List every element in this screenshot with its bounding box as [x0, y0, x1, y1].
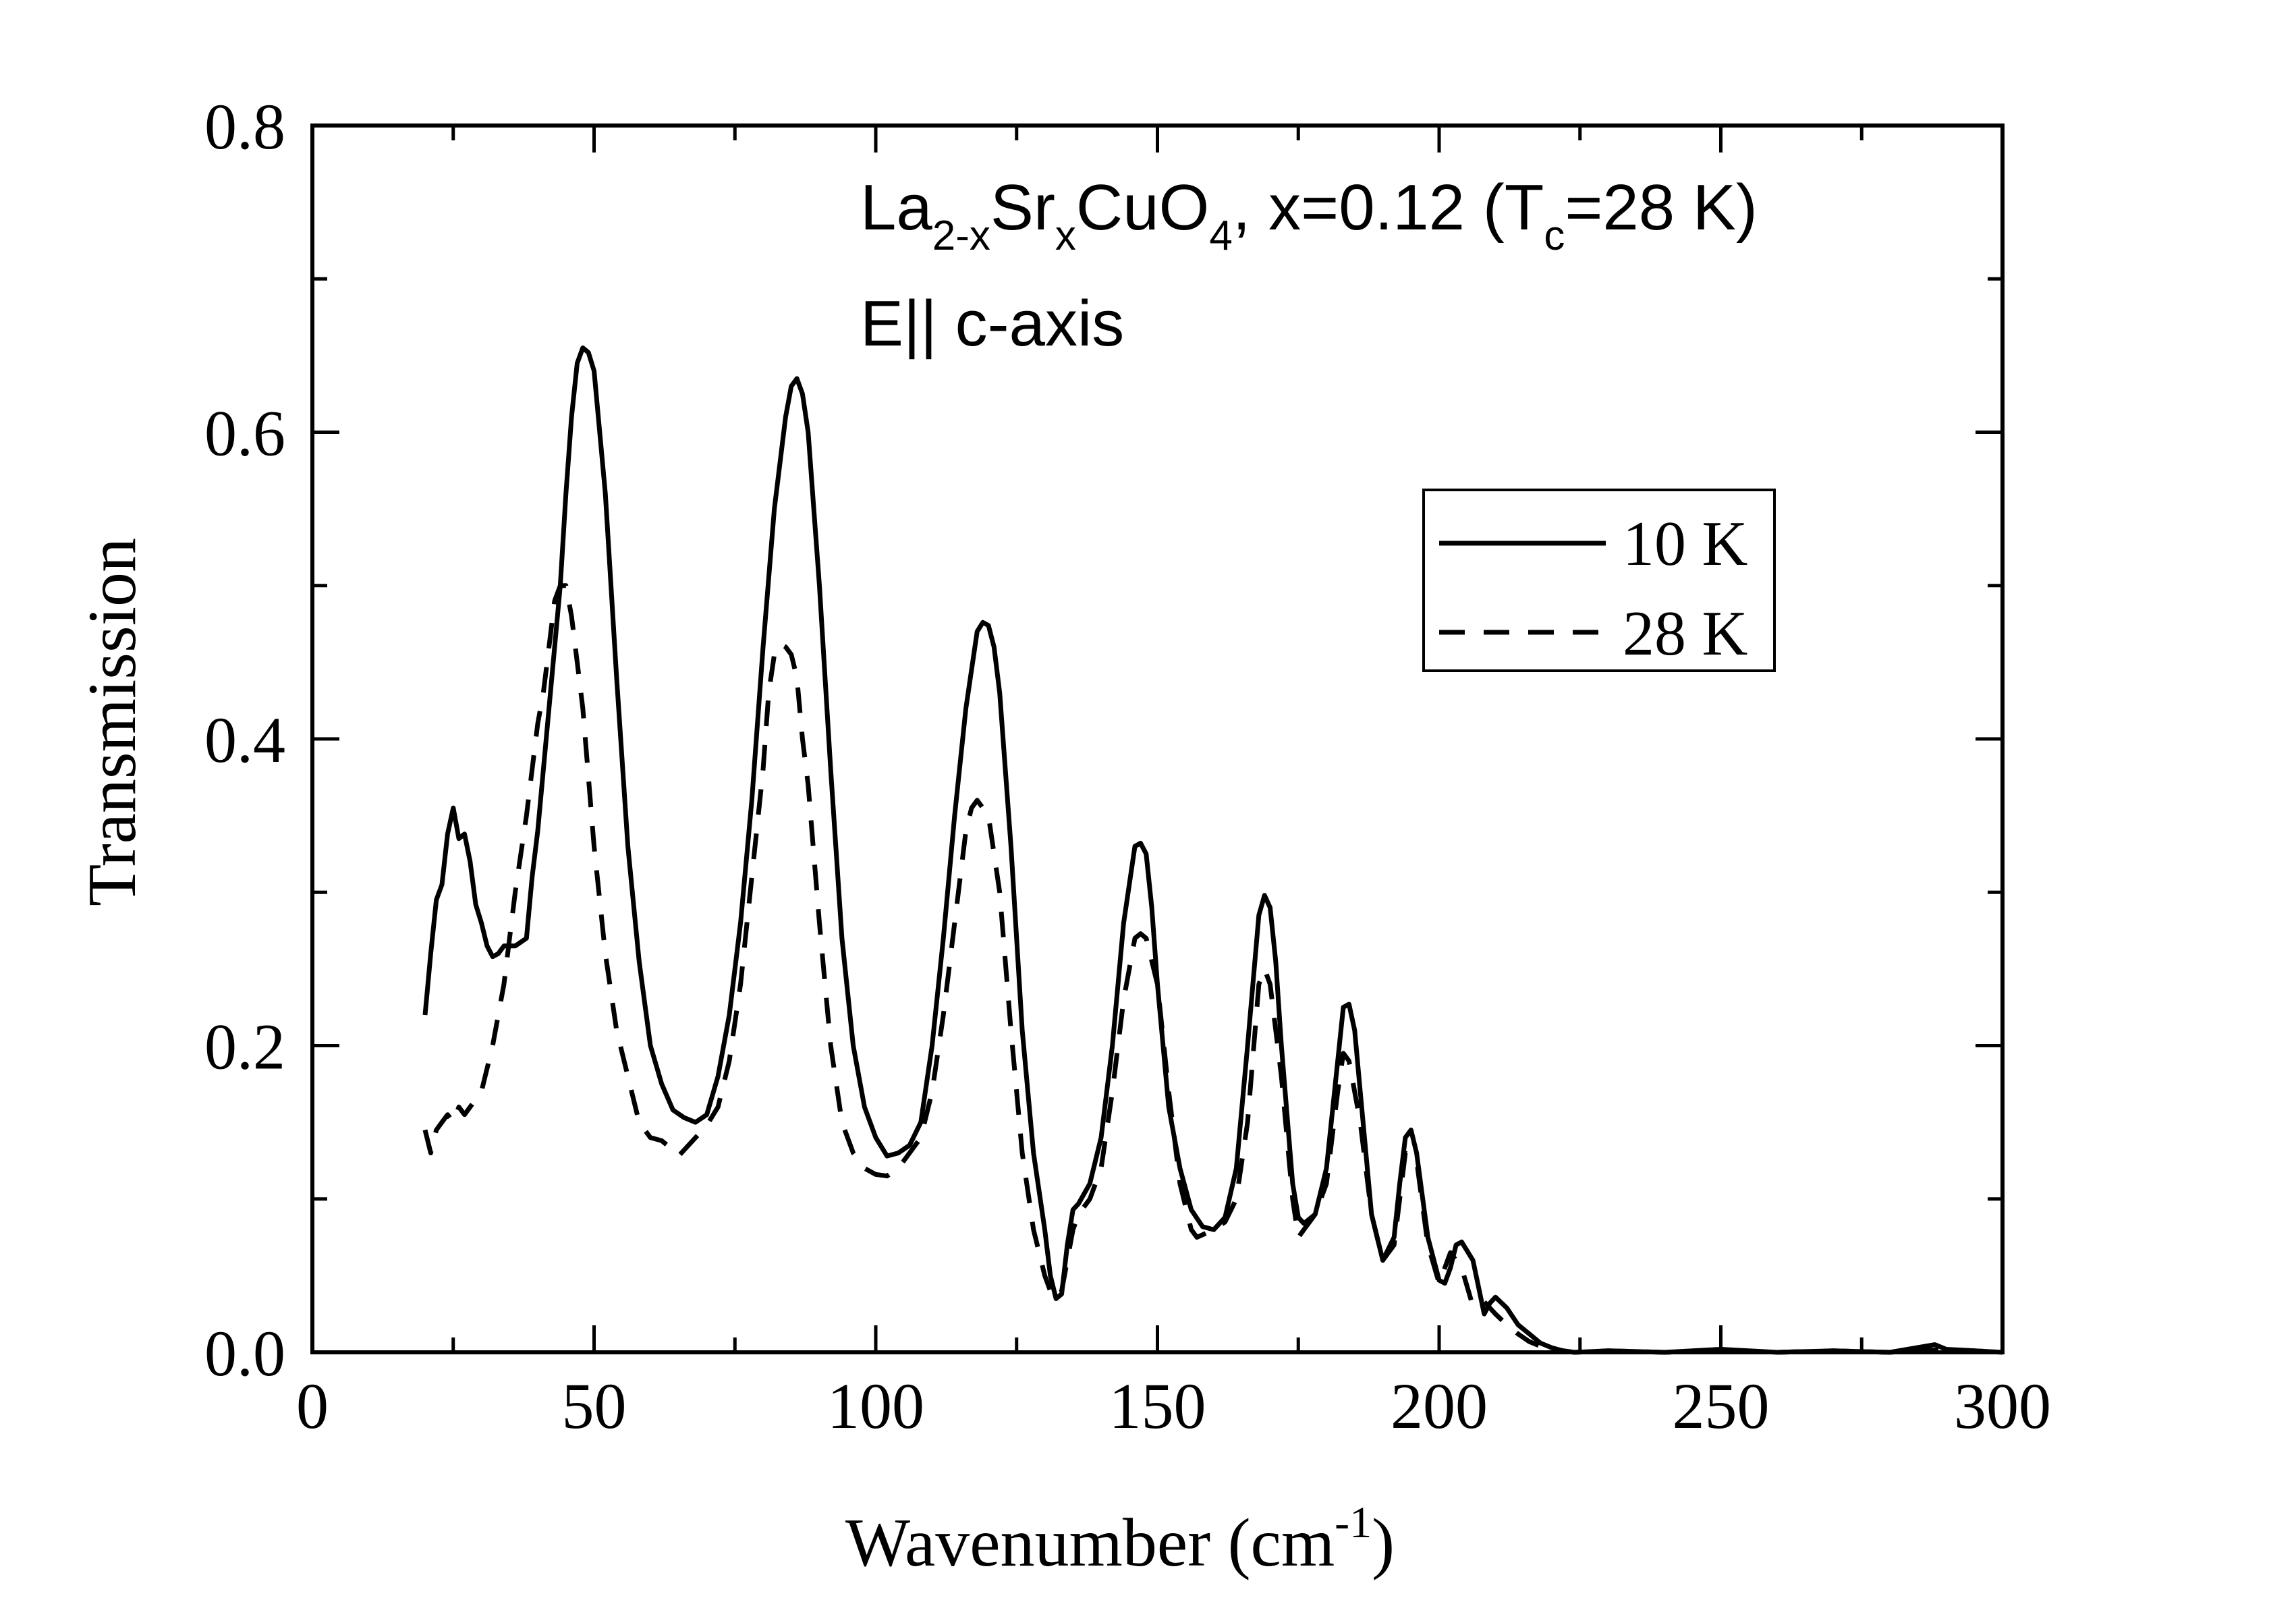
title-subscript: 2-x: [932, 213, 990, 259]
axis-ticks: [310, 123, 2005, 1354]
x-tick-label: 300: [1954, 1370, 2051, 1442]
title-text: =28 K): [1565, 171, 1758, 244]
title-subscript: c: [1544, 213, 1565, 259]
axis-tick-labels: 0 50 100 150 200 250 300 0.0 0.2 0.4 0.6 0.8: [204, 90, 2051, 1442]
legend-label-28k: 28 K: [1623, 599, 1747, 669]
series-line-10k: [422, 346, 2003, 1355]
chart-title-line2: E|| c-axis: [860, 287, 1124, 360]
y-tick-label: 0.8: [204, 90, 285, 163]
x-axis-label-sup: -1: [1335, 1498, 1372, 1547]
legend-box: [1422, 489, 1776, 672]
title-text: Sr: [990, 171, 1055, 244]
x-tick-label: 200: [1391, 1370, 1488, 1442]
series-line-28k: [422, 583, 2003, 1355]
title-text: La: [860, 171, 932, 244]
y-tick-label: 0.4: [204, 704, 285, 776]
x-axis-label-end: ): [1372, 1505, 1395, 1581]
y-tick-label: 0.6: [204, 397, 285, 470]
y-axis-label: Transmission: [74, 538, 150, 906]
x-axis-label: Wavenumber (cm-1): [845, 1498, 1395, 1581]
x-tick-label: 100: [827, 1370, 924, 1442]
title-text: , x=0.12 (T: [1233, 171, 1544, 244]
x-tick-label: 250: [1673, 1370, 1770, 1442]
y-tick-label: 0.2: [204, 1011, 285, 1083]
chart-title-line1: La2-xSrxCuO4, x=0.12 (Tc=28 K): [860, 171, 1758, 259]
title-subscript: 4: [1209, 213, 1232, 259]
plot-frame: [310, 123, 2005, 1354]
series-lines: [422, 346, 2003, 1355]
x-tick-label: 50: [562, 1370, 627, 1442]
title-text: CuO: [1076, 171, 1209, 244]
legend-label-10k: 10 K: [1623, 509, 1747, 579]
x-tick-label: 0: [296, 1370, 329, 1442]
legend: 10 K 28 K: [1422, 489, 1776, 672]
title-subscript: x: [1055, 213, 1076, 259]
x-axis-label-main: Wavenumber (cm: [845, 1505, 1335, 1581]
y-tick-label: 0.0: [204, 1317, 285, 1389]
x-tick-label: 150: [1109, 1370, 1206, 1442]
